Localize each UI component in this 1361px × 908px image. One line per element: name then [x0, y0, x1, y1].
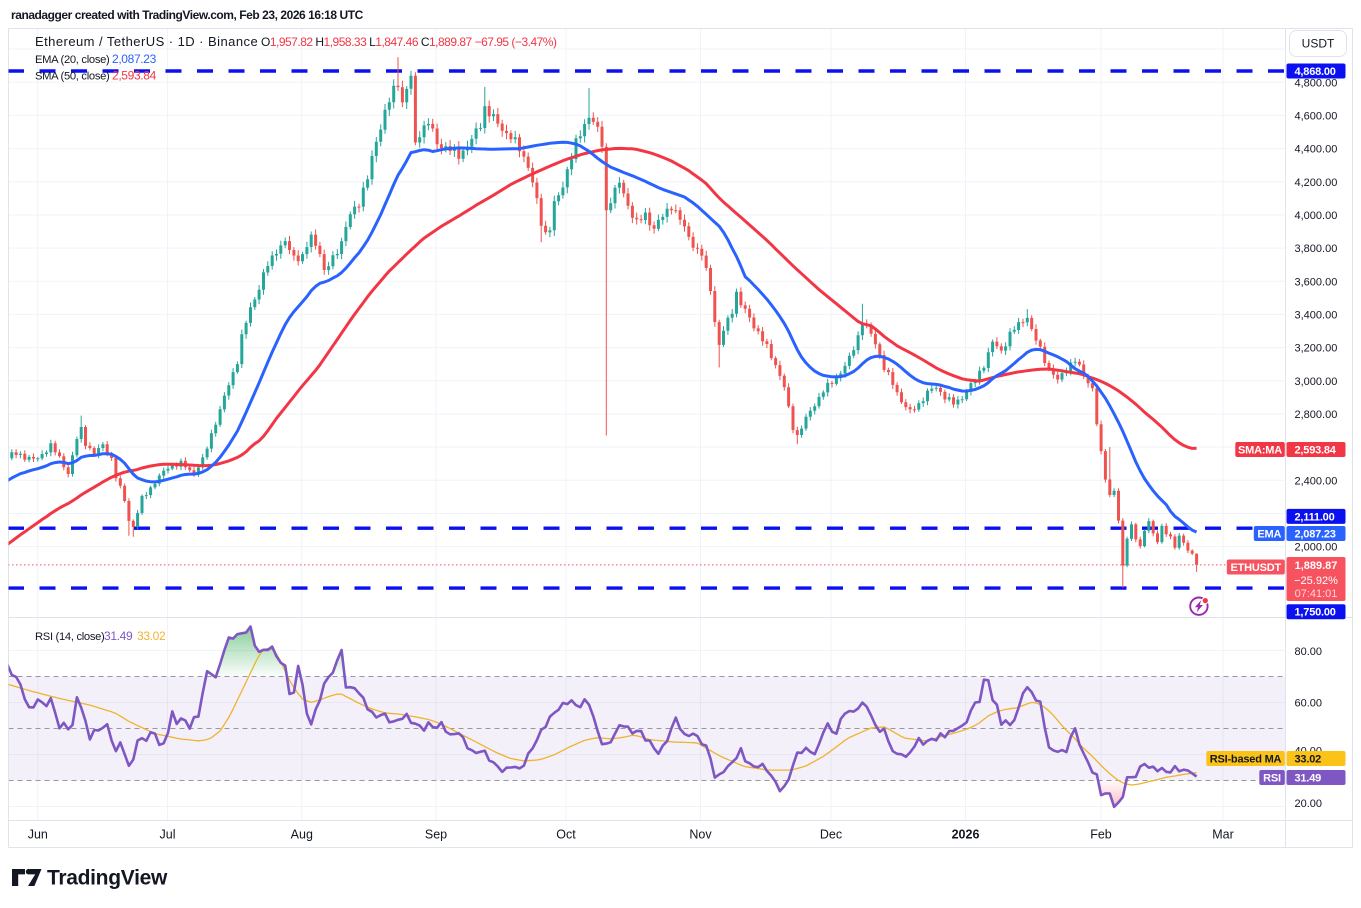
svg-text:Feb: Feb [1090, 828, 1112, 842]
svg-text:TradingView: TradingView [47, 867, 168, 890]
svg-text:Sep: Sep [425, 828, 447, 842]
svg-text:Jul: Jul [160, 828, 176, 842]
svg-text:Nov: Nov [689, 828, 712, 842]
svg-text:EMA: EMA [1257, 529, 1281, 541]
svg-text:4,400.00: 4,400.00 [1295, 144, 1338, 156]
svg-text:2,400.00: 2,400.00 [1295, 475, 1338, 487]
svg-text:SMA (50, close): SMA (50, close) [35, 71, 110, 83]
svg-text:2,593.84: 2,593.84 [112, 69, 157, 83]
svg-text:RSI: RSI [1263, 773, 1281, 785]
svg-text:1,750.00: 1,750.00 [1295, 607, 1336, 619]
svg-text:2,111.00: 2,111.00 [1295, 511, 1335, 523]
svg-text:4,868.00: 4,868.00 [1295, 66, 1336, 78]
svg-text:Ethereum / TetherUS · 1D · Bin: Ethereum / TetherUS · 1D · Binance O1,95… [35, 34, 557, 49]
svg-text:EMA (20, close): EMA (20, close) [35, 54, 110, 66]
svg-text:4,000.00: 4,000.00 [1295, 210, 1338, 222]
svg-text:USDT: USDT [1302, 37, 1335, 51]
svg-text:2,087.23: 2,087.23 [1295, 529, 1336, 541]
svg-text:−25.92%: −25.92% [1294, 575, 1338, 587]
svg-text:60.00: 60.00 [1295, 698, 1323, 710]
svg-text:1,889.87: 1,889.87 [1295, 560, 1338, 572]
svg-text:20.00: 20.00 [1295, 798, 1323, 810]
svg-text:ranadagger created with Tradin: ranadagger created with TradingView.com,… [11, 8, 364, 22]
svg-text:SMA:MA: SMA:MA [1238, 445, 1282, 457]
svg-text:4,200.00: 4,200.00 [1295, 177, 1338, 189]
svg-text:3,000.00: 3,000.00 [1295, 376, 1338, 388]
svg-text:31.49: 31.49 [1295, 773, 1322, 785]
svg-text:2,593.84: 2,593.84 [1295, 445, 1337, 457]
svg-text:ETHUSDT: ETHUSDT [1231, 562, 1282, 574]
svg-text:4,800.00: 4,800.00 [1295, 77, 1338, 89]
svg-text:Mar: Mar [1212, 828, 1234, 842]
svg-text:2,000.00: 2,000.00 [1295, 542, 1338, 554]
svg-text:3,600.00: 3,600.00 [1295, 276, 1338, 288]
svg-text:Oct: Oct [556, 828, 576, 842]
svg-text:80.00: 80.00 [1295, 646, 1323, 658]
svg-text:2,800.00: 2,800.00 [1295, 409, 1338, 421]
svg-text:RSI-based MA: RSI-based MA [1210, 754, 1282, 766]
svg-text:Dec: Dec [820, 828, 842, 842]
svg-text:2,087.23: 2,087.23 [112, 52, 157, 66]
svg-text:3,200.00: 3,200.00 [1295, 343, 1338, 355]
svg-text:3,800.00: 3,800.00 [1295, 243, 1338, 255]
svg-text:4,600.00: 4,600.00 [1295, 110, 1338, 122]
svg-text:Jun: Jun [28, 828, 48, 842]
svg-text:2026: 2026 [952, 828, 980, 842]
svg-text:RSI (14, close): RSI (14, close) [35, 631, 105, 643]
svg-text:33.02: 33.02 [137, 629, 166, 643]
svg-text:07:41:01: 07:41:01 [1295, 588, 1338, 600]
svg-text:33.02: 33.02 [1295, 754, 1322, 766]
svg-text:31.49: 31.49 [104, 629, 133, 643]
svg-text:3,400.00: 3,400.00 [1295, 309, 1338, 321]
svg-text:Aug: Aug [291, 828, 313, 842]
